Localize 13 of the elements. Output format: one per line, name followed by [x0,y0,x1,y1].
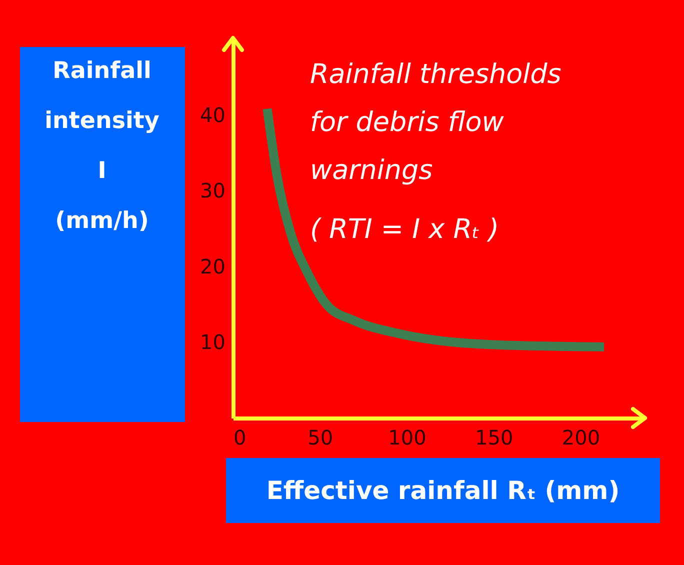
text: Rainfall thresholds for debris flow warnings [310,59,562,186]
text: ( RTI = I x Rₜ ) [310,214,500,245]
x-tick-label: 150 [475,426,514,450]
x-tick-label: 200 [562,426,600,450]
y-tick-label: 40 [200,103,226,128]
y-tick-label: 20 [200,254,226,278]
y-tick-label: 30 [200,178,226,203]
x-tick-label: 0 [234,426,246,450]
x-tick-label: 100 [388,426,426,450]
y-axis-title: Rainfall intensity I (mm/h) [44,58,160,234]
x-axis-title: Effective rainfall Rₜ (mm) [266,476,620,505]
x-tick-label: 50 [308,426,334,450]
y-tick-label: 10 [200,330,226,354]
